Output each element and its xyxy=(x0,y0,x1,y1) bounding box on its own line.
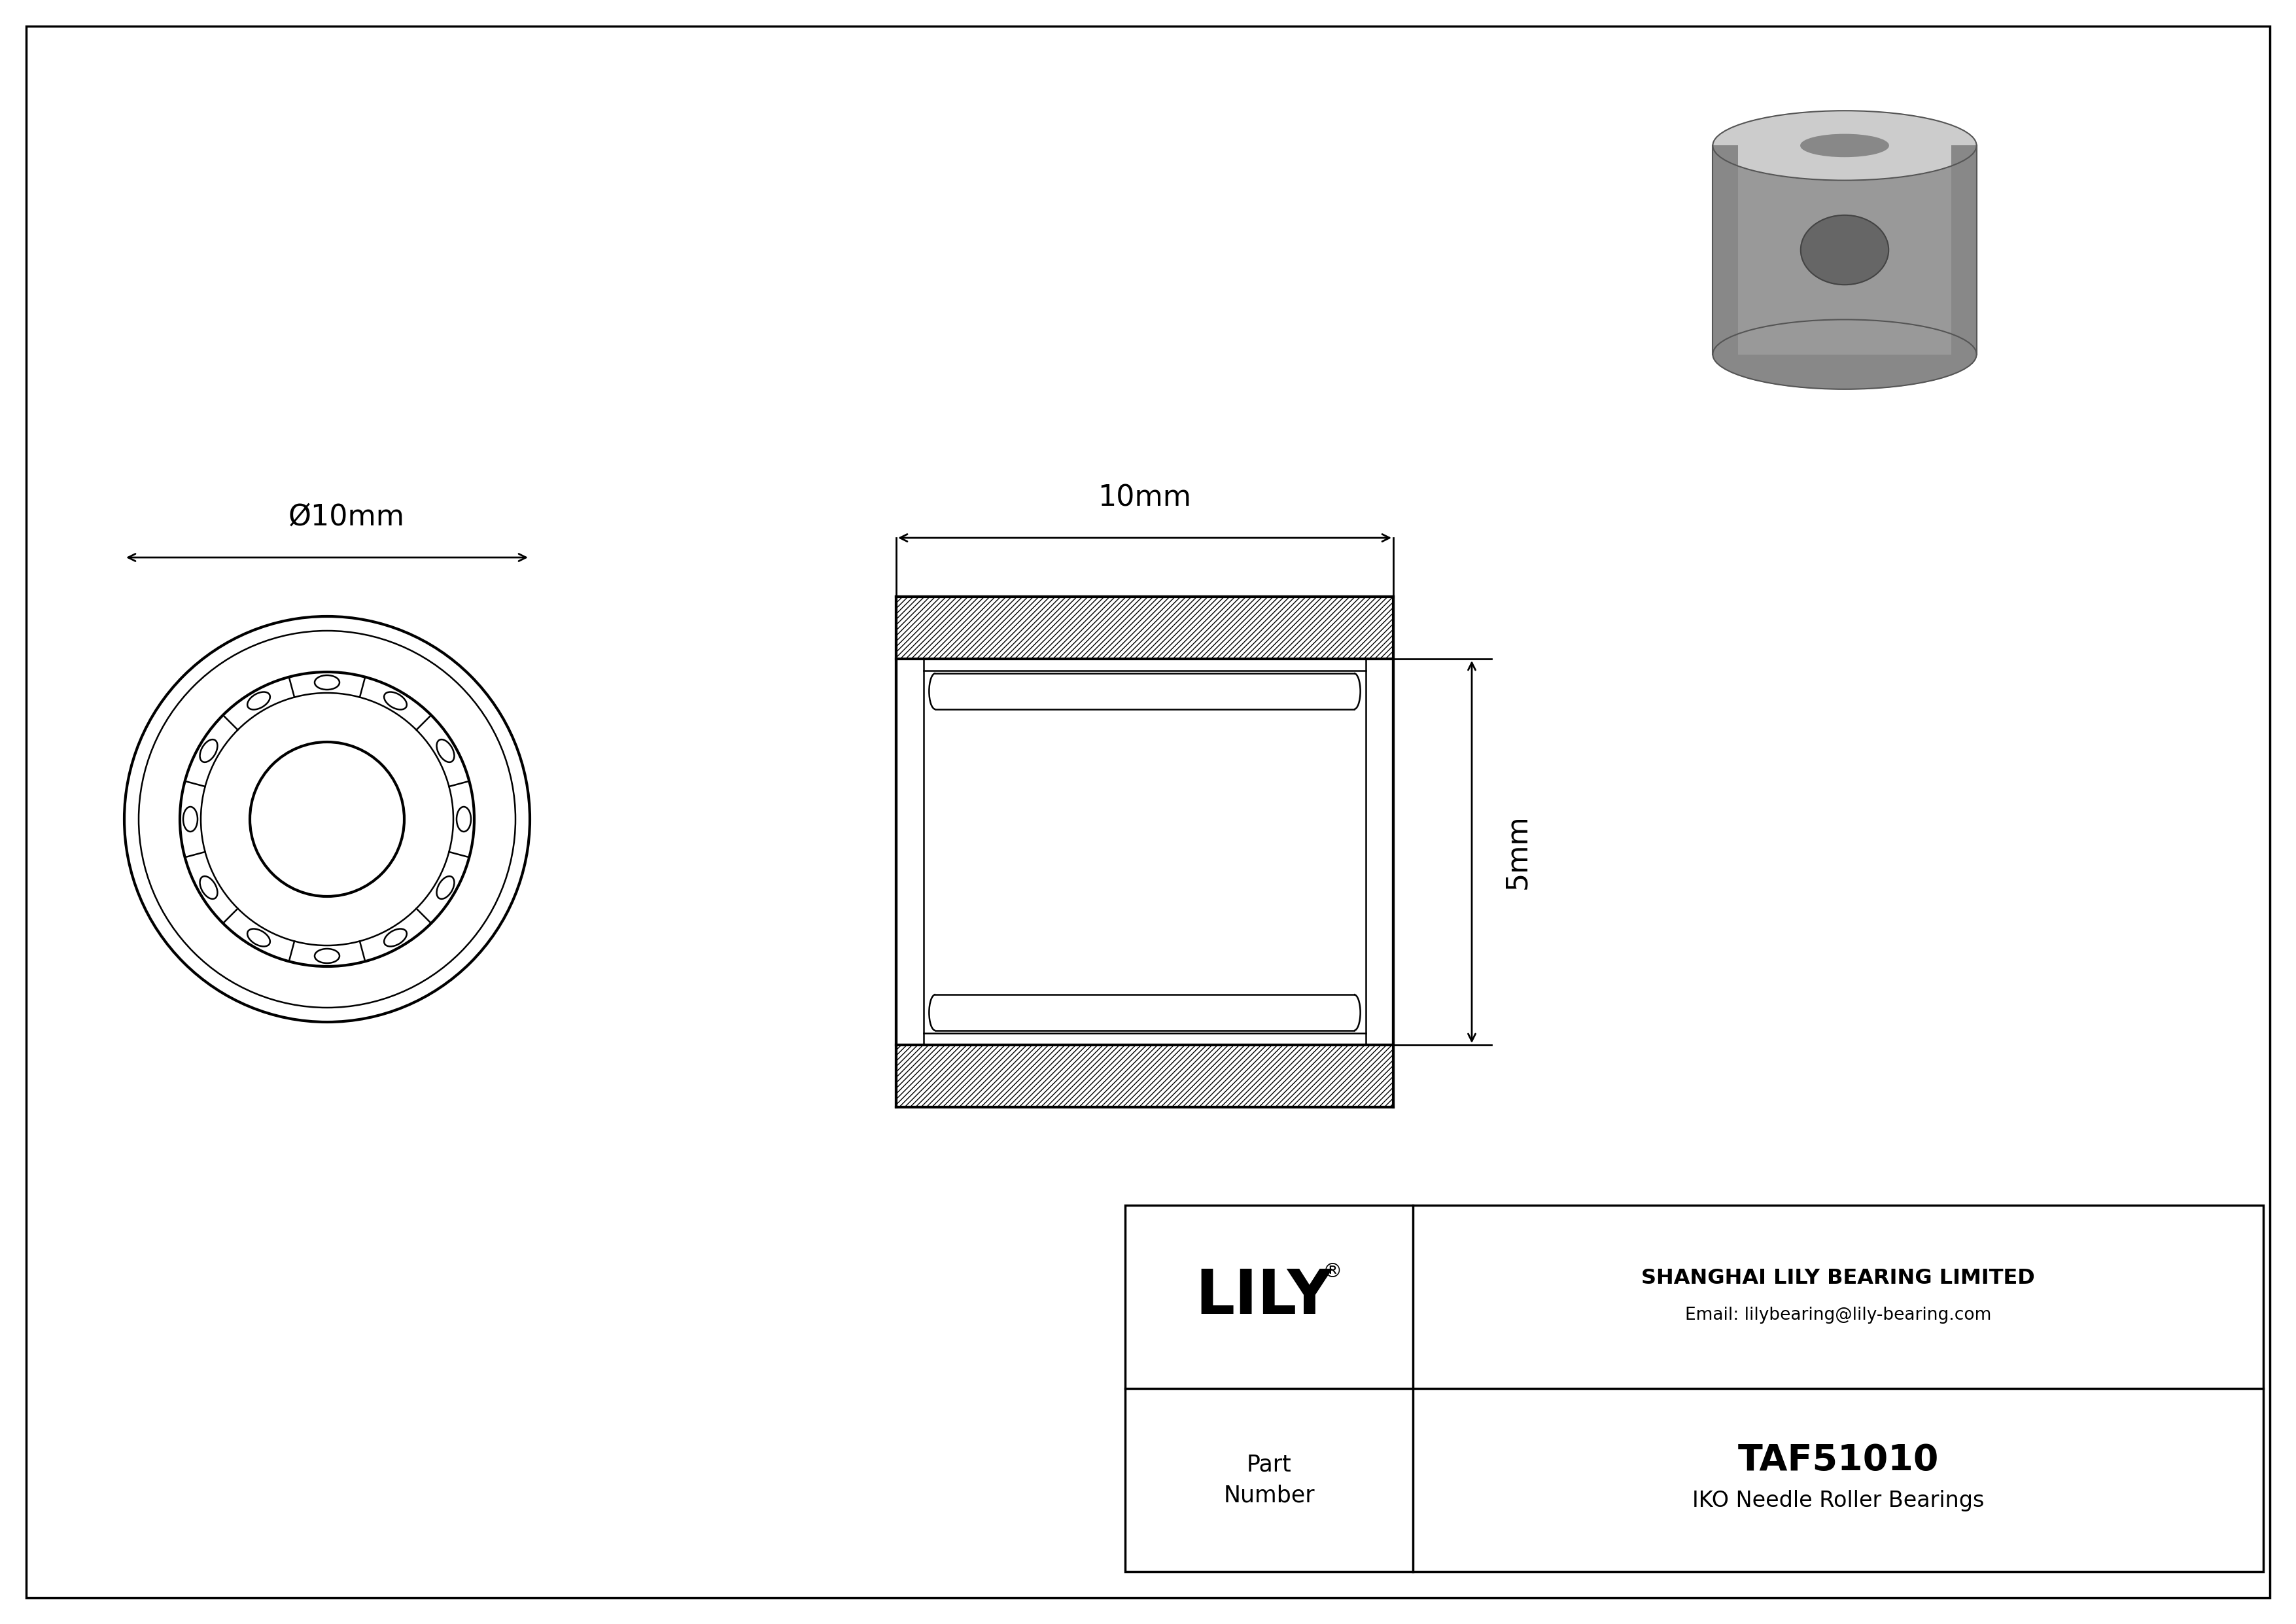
Ellipse shape xyxy=(383,692,406,710)
Bar xyxy=(1713,146,1977,354)
Ellipse shape xyxy=(315,676,340,690)
Ellipse shape xyxy=(1800,135,1890,156)
Text: LILY: LILY xyxy=(1196,1267,1332,1327)
Text: 5mm: 5mm xyxy=(1504,814,1531,890)
Bar xyxy=(895,596,1394,1108)
Text: TAF51010: TAF51010 xyxy=(1738,1442,1938,1478)
Ellipse shape xyxy=(248,929,271,947)
Text: SHANGHAI LILY BEARING LIMITED: SHANGHAI LILY BEARING LIMITED xyxy=(1642,1268,2034,1289)
Ellipse shape xyxy=(436,739,455,762)
Bar xyxy=(895,596,1394,659)
Ellipse shape xyxy=(200,877,218,900)
Text: Email: lilybearing@lily-bearing.com: Email: lilybearing@lily-bearing.com xyxy=(1685,1307,1991,1324)
Bar xyxy=(1125,1205,2264,1572)
Ellipse shape xyxy=(383,929,406,947)
Ellipse shape xyxy=(184,807,197,831)
Ellipse shape xyxy=(930,674,941,710)
Bar xyxy=(934,994,1355,1031)
Text: 10mm: 10mm xyxy=(1097,484,1192,512)
Ellipse shape xyxy=(436,877,455,900)
Text: Ø10mm: Ø10mm xyxy=(289,503,404,531)
Ellipse shape xyxy=(1713,110,1977,180)
Ellipse shape xyxy=(457,807,471,831)
Ellipse shape xyxy=(1800,214,1890,284)
Ellipse shape xyxy=(315,948,340,963)
Circle shape xyxy=(122,614,533,1025)
Ellipse shape xyxy=(1348,674,1359,710)
Text: Part
Number: Part Number xyxy=(1224,1453,1316,1507)
Text: IKO Needle Roller Bearings: IKO Needle Roller Bearings xyxy=(1692,1491,1984,1512)
Ellipse shape xyxy=(1713,320,1977,390)
Bar xyxy=(934,674,1355,710)
Ellipse shape xyxy=(248,692,271,710)
Ellipse shape xyxy=(200,739,218,762)
Bar xyxy=(1713,146,1738,354)
Ellipse shape xyxy=(930,994,941,1031)
Ellipse shape xyxy=(1348,994,1359,1031)
Text: ®: ® xyxy=(1322,1262,1343,1281)
Bar xyxy=(1952,146,1977,354)
Bar xyxy=(895,1044,1394,1108)
